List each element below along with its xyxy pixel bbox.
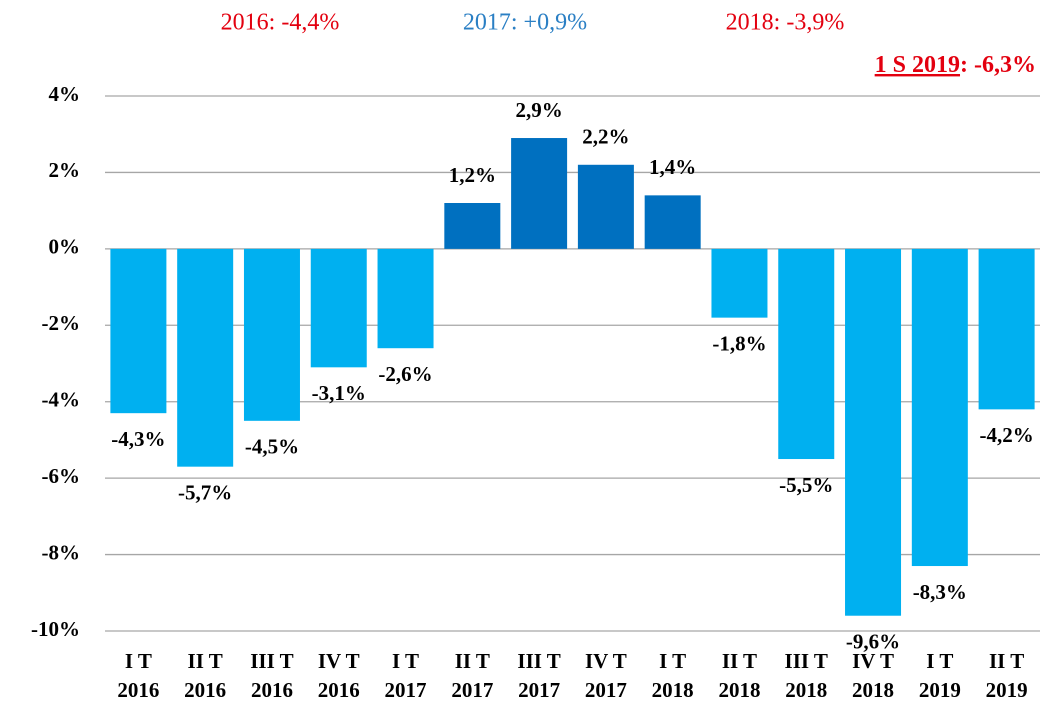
x-tick-label: I T 2019 — [919, 649, 961, 702]
annotation-part: : -6,3% — [960, 52, 1036, 78]
y-tick-label: -6% — [42, 464, 81, 488]
x-tick-line: II T — [455, 649, 490, 673]
x-tick-label: II T 2016 — [184, 649, 226, 702]
data-label: -8,3% — [913, 580, 967, 604]
x-tick-line: I T — [926, 649, 953, 673]
x-tick-line: IV T — [852, 649, 894, 673]
y-tick-label: -8% — [42, 540, 81, 564]
x-tick-label: II T 2018 — [718, 649, 760, 702]
data-label: -9,6% — [846, 630, 900, 654]
x-tick-line: 2017 — [451, 678, 493, 702]
x-tick-label: III T 2018 — [785, 649, 828, 702]
y-tick-label: -10% — [31, 617, 80, 641]
x-tick-line: 2017 — [518, 678, 560, 702]
x-tick-line: 2019 — [919, 678, 961, 702]
x-tick-label: I T 2018 — [652, 649, 694, 702]
data-label: -4,5% — [245, 435, 299, 459]
x-tick-label: III T 2017 — [517, 649, 560, 702]
y-tick-label: 0% — [49, 235, 81, 259]
bar — [310, 248, 367, 368]
x-tick-line: 2018 — [785, 678, 827, 702]
y-tick-label: -4% — [42, 388, 81, 412]
x-tick-line: IV T — [318, 649, 360, 673]
x-tick-line: I T — [392, 649, 419, 673]
annotation: 1 S 2019: -6,3% — [875, 52, 1036, 78]
data-label: -2,6% — [378, 362, 432, 386]
x-tick-line: 2018 — [718, 678, 760, 702]
bar — [711, 248, 768, 318]
y-tick-label: 2% — [49, 158, 81, 182]
x-tick-line: 2016 — [251, 678, 293, 702]
x-tick-line: III T — [785, 649, 828, 673]
x-tick-line: III T — [250, 649, 293, 673]
x-tick-line: 2016 — [318, 678, 360, 702]
x-tick-label: II T 2017 — [451, 649, 493, 702]
data-label: -1,8% — [712, 331, 766, 355]
bar — [577, 164, 634, 249]
x-tick-label: II T 2019 — [986, 649, 1028, 702]
bar — [845, 248, 902, 616]
data-label: -5,5% — [779, 473, 833, 497]
annotation: 2017: +0,9% — [463, 10, 587, 36]
bar — [377, 248, 434, 349]
y-tick-label: -2% — [42, 311, 81, 335]
x-tick-line: 2017 — [585, 678, 627, 702]
x-tick-label: III T 2016 — [250, 649, 293, 702]
data-label: 2,2% — [582, 125, 629, 149]
data-label: -3,1% — [312, 381, 366, 405]
x-tick-label: IV T 2016 — [318, 649, 360, 702]
data-label: 1,2% — [449, 163, 496, 187]
bar — [444, 203, 501, 249]
x-tick-line: 2016 — [117, 678, 159, 702]
bar — [644, 195, 701, 249]
x-tick-line: III T — [517, 649, 560, 673]
x-tick-line: 2018 — [852, 678, 894, 702]
bar — [511, 138, 568, 249]
x-tick-label: IV T 2018 — [852, 649, 894, 702]
data-label: -4,3% — [111, 427, 165, 451]
x-tick-label: IV T 2017 — [585, 649, 627, 702]
x-tick-label: I T 2017 — [385, 649, 427, 702]
y-tick-label: 4% — [49, 82, 81, 106]
data-label: -4,2% — [979, 423, 1033, 447]
x-tick-line: 2017 — [385, 678, 427, 702]
x-tick-label: I T 2016 — [117, 649, 159, 702]
x-tick-line: 2018 — [652, 678, 694, 702]
bar — [978, 248, 1035, 410]
x-tick-line: IV T — [585, 649, 627, 673]
bar — [243, 248, 300, 421]
x-tick-line: 2019 — [986, 678, 1028, 702]
x-tick-line: I T — [659, 649, 686, 673]
x-tick-line: II T — [188, 649, 223, 673]
bar — [177, 248, 234, 467]
bar — [110, 248, 167, 414]
bar — [778, 248, 835, 460]
data-label: -5,7% — [178, 480, 232, 504]
x-tick-line: I T — [125, 649, 152, 673]
x-tick-line: II T — [989, 649, 1024, 673]
annotation: 2018: -3,9% — [726, 10, 845, 36]
data-label: 2,9% — [515, 98, 562, 122]
x-tick-line: II T — [722, 649, 757, 673]
data-label: 1,4% — [649, 155, 696, 179]
x-tick-line: 2016 — [184, 678, 226, 702]
annotation: 2016: -4,4% — [221, 10, 340, 36]
bar — [911, 248, 968, 567]
annotation-part: 1 S 2019 — [875, 52, 960, 78]
